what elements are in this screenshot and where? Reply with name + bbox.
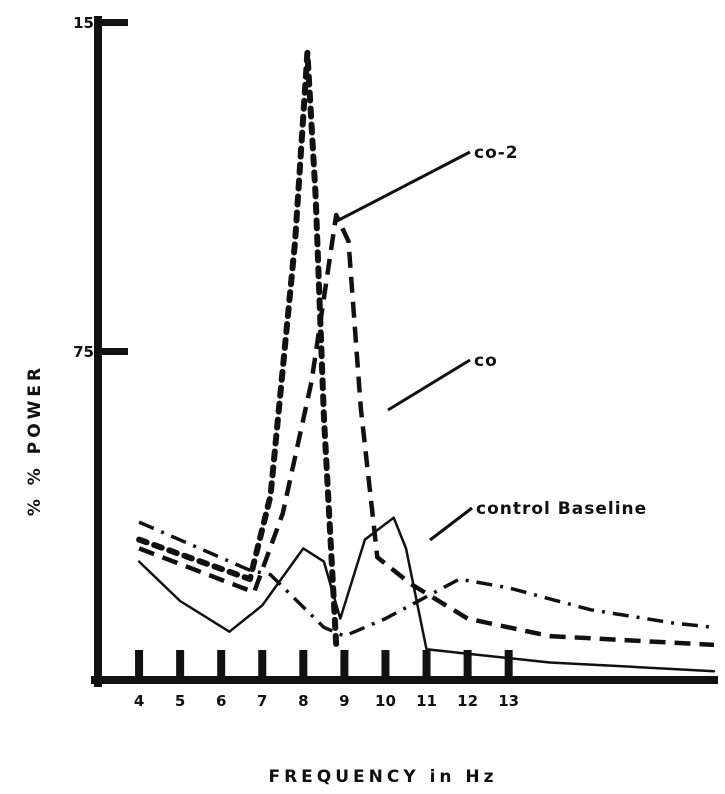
x-tick-label: 4	[134, 692, 144, 710]
y-tick-mark	[98, 348, 128, 355]
series-line-co	[138, 212, 715, 648]
series-lines	[136, 49, 716, 673]
y-axis-label: % % POWER	[25, 364, 45, 516]
x-tick-label: 13	[498, 692, 519, 710]
x-tick-label: 11	[416, 692, 437, 710]
annotation-label: co	[474, 351, 498, 371]
x-tick-mark	[299, 650, 308, 680]
chart-plot-area: 75 15 4 5 6 7 8 9 10 11 12 13	[73, 14, 718, 710]
x-tick-mark	[340, 650, 349, 680]
y-tick-mark	[98, 19, 128, 26]
annotation-label: control Baseline	[476, 499, 647, 519]
x-tick-label: 5	[175, 692, 185, 710]
x-axis-label: FREQUENCY in Hz	[268, 767, 497, 787]
annotation-leader-line	[334, 150, 471, 224]
x-tick-label: 6	[216, 692, 226, 710]
y-tick-label: 75	[73, 343, 94, 361]
annotation-label: co-2	[474, 143, 519, 163]
x-tick-mark	[504, 650, 513, 680]
x-tick-label: 10	[375, 692, 396, 710]
x-tick-label: 7	[257, 692, 267, 710]
annotation-leader-line	[429, 506, 473, 542]
x-tick-mark	[176, 650, 185, 680]
x-tick-mark	[258, 650, 267, 680]
annotations: co-2 co control Baseline	[334, 143, 647, 542]
series-line-unlabeled-3	[138, 520, 715, 638]
x-tick-mark	[381, 650, 390, 680]
y-tick-label: 15	[73, 14, 94, 32]
annotation-leader-line	[387, 358, 471, 412]
x-tick-mark	[463, 650, 472, 680]
x-tick-label: 8	[298, 692, 308, 710]
x-tick-mark	[135, 650, 144, 680]
x-tick-label: 9	[339, 692, 349, 710]
x-tick-mark	[217, 650, 226, 680]
series-line-co-2	[136, 49, 340, 648]
x-tick-label: 12	[457, 692, 478, 710]
series-line-control-baseline	[137, 516, 716, 673]
x-tick-mark	[422, 650, 431, 680]
